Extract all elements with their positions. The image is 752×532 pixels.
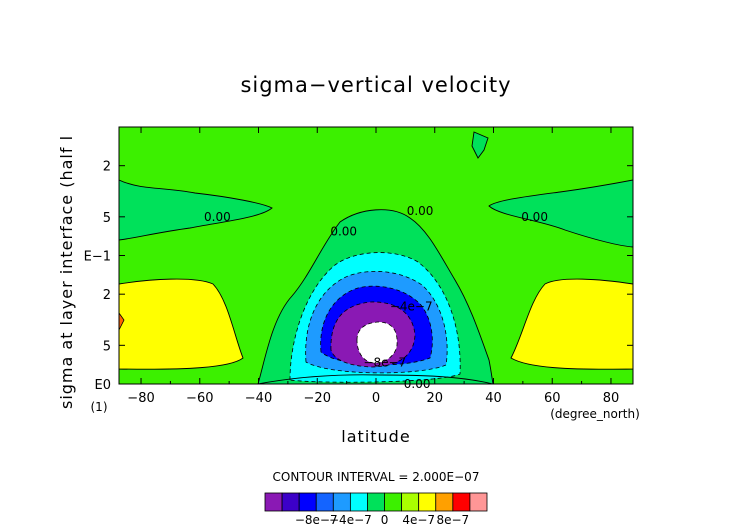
- colorbar-swatch: [401, 492, 420, 512]
- colorbar-label: 8e−7: [436, 513, 469, 527]
- x-axis-label: latitude: [341, 427, 410, 446]
- y-tick-label: 2: [103, 160, 111, 175]
- contour-fill-west-midlatitude-subsidence: [119, 278, 244, 370]
- y-tick-label: 5: [103, 339, 111, 354]
- x-tick-label: 40: [485, 391, 502, 406]
- contour-label: 0.00: [521, 210, 548, 224]
- contour-label: 0.00: [330, 224, 357, 238]
- colorbar-label: 0: [381, 513, 389, 527]
- contour-label: −4e−7: [390, 300, 433, 314]
- colorbar-swatch: [281, 492, 300, 512]
- colorbar: [264, 492, 488, 512]
- y-tick-label: 5: [103, 211, 111, 226]
- x-tick-label: −60: [186, 391, 213, 406]
- colorbar-swatch: [435, 492, 454, 512]
- contour-label: 0.00: [204, 210, 231, 224]
- y-tick-label: E0: [95, 378, 112, 393]
- colorbar-swatch: [332, 492, 351, 512]
- contour-label: 0.00: [407, 204, 434, 218]
- colorbar-swatch: [315, 492, 334, 512]
- chart-title: sigma−vertical velocity: [240, 73, 511, 97]
- contour-fill-east-midlatitude-subsidence: [510, 278, 633, 370]
- x-tick-label: −20: [304, 391, 331, 406]
- x-tick-label: 80: [603, 391, 620, 406]
- y-tick-label: E−1: [84, 250, 111, 265]
- x-tick-label: 20: [426, 391, 443, 406]
- x-tick-label: 60: [544, 391, 561, 406]
- y-axis-label: sigma at layer interface (half l: [57, 135, 76, 409]
- contour-fill-west-upper-ascent: [119, 179, 273, 241]
- y-axis: 2 5 E−1 2 5 E0: [84, 160, 633, 393]
- contour-interval-text: CONTOUR INTERVAL = 2.000E−07: [273, 470, 480, 484]
- plot-area: [119, 127, 633, 384]
- contour-fill-equatorial-core: [356, 321, 398, 364]
- colorbar-swatch: [469, 492, 488, 512]
- x-unit-label: (degree_north): [550, 407, 640, 421]
- colorbar-swatch: [264, 492, 283, 512]
- y-corner-label: (1): [91, 400, 108, 414]
- x-tick-label: −80: [127, 391, 154, 406]
- x-axis: −80 −60 −40 −20 0 20 40 60 80: [127, 127, 619, 406]
- contour-labels: 0.000.000.00 0.000.00−4e−7−8e−7: [204, 204, 548, 391]
- colorbar-label: −8e−7: [295, 513, 338, 527]
- contour-fill-east-upper-ascent: [488, 179, 633, 248]
- colorbar-swatch: [298, 492, 317, 512]
- colorbar-swatch: [349, 492, 368, 512]
- x-tick-label: 0: [372, 391, 380, 406]
- colorbar-swatch: [452, 492, 471, 512]
- y-tick-label: 2: [103, 288, 111, 303]
- colorbar-swatch: [367, 492, 385, 512]
- colorbar-label: −4e−7: [329, 513, 372, 527]
- colorbar-label: 4e−7: [402, 513, 435, 527]
- colorbar-swatch: [418, 492, 437, 512]
- contour-label: −8e−7: [363, 355, 406, 369]
- contour-fill-southern-orange-spot: [119, 312, 125, 331]
- x-tick-label: −40: [245, 391, 272, 406]
- colorbar-swatch: [384, 492, 403, 512]
- colorbar-labels: −8e−7−4e−7 0 4e−7 8e−7: [295, 513, 469, 527]
- contour-fill-top-ascent: [471, 131, 489, 159]
- contour-line-zero-bottom: [257, 374, 494, 384]
